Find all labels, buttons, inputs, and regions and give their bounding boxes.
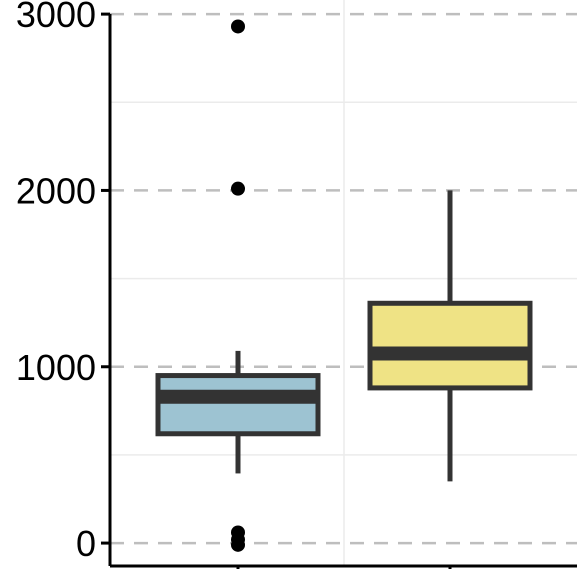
y-tick-label: 2000 bbox=[16, 170, 96, 211]
box-layer bbox=[155, 19, 533, 552]
grid-layer bbox=[110, 0, 577, 566]
outlier-point bbox=[231, 19, 245, 34]
axis-layer: 0 1000 2000 3000 bbox=[16, 0, 577, 572]
outlier-point bbox=[231, 537, 245, 552]
y-tick-label: 3000 bbox=[16, 0, 96, 35]
box-iqr bbox=[367, 300, 533, 391]
outlier-point bbox=[231, 181, 245, 196]
box-iqr bbox=[155, 373, 321, 437]
y-tick-label: 1000 bbox=[16, 347, 96, 388]
y-tick-label: 0 bbox=[76, 523, 96, 564]
